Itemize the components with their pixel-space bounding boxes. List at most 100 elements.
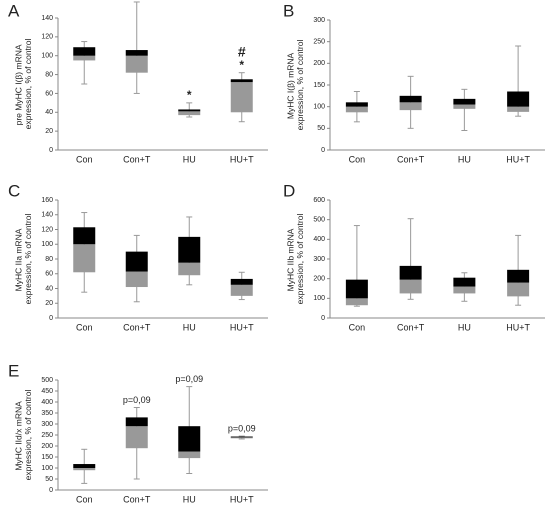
y-axis-title: MyHC IId/x mRNA expression, % of control — [14, 390, 34, 481]
y-tick-label: 20 — [45, 300, 53, 307]
y-tick-label: 0 — [49, 147, 53, 154]
box-upper — [507, 269, 530, 283]
box-upper — [399, 265, 422, 280]
x-tick-label: HU+T — [506, 154, 530, 164]
x-tick-label: HU+T — [506, 322, 530, 332]
y-tick-label: 400 — [41, 399, 53, 406]
box-lower — [125, 426, 148, 449]
panel-label: C — [8, 181, 20, 200]
x-tick-label: HU — [458, 322, 471, 332]
box-lower — [230, 284, 253, 296]
box-lower — [73, 55, 96, 61]
y-tick-label: 250 — [41, 432, 53, 439]
y-tick-label: 100 — [41, 465, 53, 472]
y-tick-label: 140 — [41, 212, 53, 219]
box-upper — [178, 109, 201, 112]
y-tick-label: 350 — [41, 410, 53, 417]
panel: C 0 20 40 60 80 100 120 140 160 MyHC IIa mRNA expr… — [8, 181, 268, 332]
box-lower — [178, 262, 201, 276]
x-tick-label: Con — [349, 154, 366, 164]
y-tick-label: 20 — [45, 128, 53, 135]
box-lower — [230, 437, 253, 439]
x-tick-label: Con+T — [123, 154, 151, 164]
box-upper — [178, 236, 201, 263]
y-tick-label: 450 — [41, 388, 53, 395]
x-tick-label: HU — [458, 154, 471, 164]
box-lower — [507, 106, 530, 112]
y-tick-label: 500 — [41, 377, 53, 384]
y-tick-label: 300 — [313, 17, 325, 24]
x-tick-label: Con — [76, 494, 93, 504]
box-upper — [345, 279, 368, 299]
box-upper — [125, 251, 148, 272]
y-tick-label: 100 — [41, 241, 53, 248]
box-upper — [125, 417, 148, 427]
y-tick-label: 60 — [45, 90, 53, 97]
box-lower — [399, 102, 422, 111]
y-tick-label: 500 — [313, 217, 325, 224]
x-tick-label: Con — [349, 322, 366, 332]
y-tick-label: 40 — [45, 109, 53, 116]
annotation: p=0,09 — [123, 395, 151, 405]
y-tick-label: 80 — [45, 71, 53, 78]
box-lower — [178, 111, 201, 116]
y-tick-label: 50 — [45, 476, 53, 483]
box-upper — [507, 91, 530, 107]
y-tick-label: 150 — [313, 82, 325, 89]
panel: D 0 100 200 300 400 500 600 MyHC IIb mRNA expres… — [283, 181, 545, 332]
annotation: p=0,09 — [175, 374, 203, 384]
y-tick-label: 250 — [313, 39, 325, 46]
x-tick-label: HU — [183, 322, 196, 332]
y-tick-label: 140 — [41, 15, 53, 22]
y-tick-label: 100 — [313, 104, 325, 111]
box-upper — [230, 278, 253, 285]
y-tick-label: 40 — [45, 285, 53, 292]
y-tick-label: 120 — [41, 34, 53, 41]
y-tick-label: 0 — [49, 315, 53, 322]
y-axis-title: pre MyHC I(β) mRNA expression, % of cont… — [14, 39, 34, 130]
y-axis-title: MyHC IIa mRNA expression, % of control — [14, 214, 34, 305]
x-tick-label: HU+T — [230, 322, 254, 332]
annotation: * — [187, 88, 192, 102]
box-upper — [345, 102, 368, 107]
box-upper — [230, 436, 253, 438]
x-tick-label: HU+T — [230, 154, 254, 164]
box-lower — [178, 451, 201, 459]
x-tick-label: Con — [76, 154, 93, 164]
y-tick-label: 60 — [45, 271, 53, 278]
box-lower — [345, 106, 368, 113]
box-upper — [73, 47, 96, 56]
y-tick-label: 100 — [41, 53, 53, 60]
box-upper — [73, 464, 96, 468]
box-lower — [453, 286, 476, 294]
y-tick-label: 300 — [313, 256, 325, 263]
x-tick-label: Con+T — [397, 154, 425, 164]
x-tick-label: HU — [183, 494, 196, 504]
y-tick-label: 400 — [313, 236, 325, 243]
annotation: p=0,09 — [228, 423, 256, 433]
y-tick-label: 0 — [49, 487, 53, 494]
panel: B 0 50 100 150 200 250 300 MyHC I(β) mRNA expres… — [283, 1, 545, 164]
box-upper — [399, 95, 422, 103]
y-tick-label: 150 — [41, 454, 53, 461]
x-tick-label: Con+T — [123, 322, 151, 332]
x-tick-label: HU — [183, 154, 196, 164]
box-lower — [507, 282, 530, 297]
box-lower — [125, 271, 148, 288]
box-upper — [453, 277, 476, 287]
annotation: * — [239, 58, 244, 72]
y-tick-label: 160 — [41, 197, 53, 204]
panel-label: D — [283, 181, 295, 200]
box-upper — [73, 227, 96, 245]
box-lower — [125, 55, 148, 73]
panel: A 0 20 40 60 80 100 120 140 pre MyHC I(β) mRNA ex… — [8, 1, 268, 164]
panel-label: A — [8, 1, 20, 20]
box-upper — [178, 426, 201, 452]
y-tick-label: 50 — [317, 125, 325, 132]
y-tick-label: 80 — [45, 256, 53, 263]
y-tick-label: 0 — [321, 147, 325, 154]
box-lower — [453, 104, 476, 109]
y-tick-label: 120 — [41, 226, 53, 233]
box-upper — [453, 98, 476, 105]
